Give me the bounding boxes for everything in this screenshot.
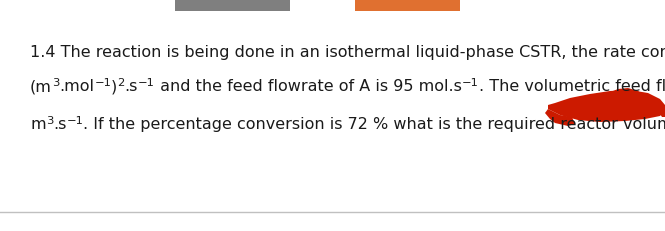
Bar xyxy=(175,0,290,11)
Text: and the feed flowrate of A is 95 mol.s: and the feed flowrate of A is 95 mol.s xyxy=(155,79,462,94)
Polygon shape xyxy=(658,106,665,117)
Text: . The volumetric feed flowrate is 15: . The volumetric feed flowrate is 15 xyxy=(479,79,665,94)
Polygon shape xyxy=(608,88,645,106)
Text: ): ) xyxy=(111,79,118,94)
Text: −1: −1 xyxy=(94,78,111,88)
Text: m: m xyxy=(30,117,46,132)
Text: 1.4 The reaction is being done in an isothermal liquid-phase CSTR, the rate cons: 1.4 The reaction is being done in an iso… xyxy=(30,46,665,61)
Polygon shape xyxy=(548,90,665,122)
Text: 3: 3 xyxy=(52,78,59,88)
Text: (m: (m xyxy=(30,79,52,94)
Text: 2: 2 xyxy=(118,78,124,88)
Text: −1: −1 xyxy=(462,78,479,88)
Polygon shape xyxy=(545,109,575,126)
Text: 3: 3 xyxy=(46,116,53,126)
Bar xyxy=(355,0,460,11)
Text: −1: −1 xyxy=(66,116,83,126)
Text: .s: .s xyxy=(124,79,138,94)
Text: −1: −1 xyxy=(138,78,155,88)
Text: . If the percentage conversion is 72 % what is the required reactor volume?   (: . If the percentage conversion is 72 % w… xyxy=(83,117,665,132)
Text: .mol: .mol xyxy=(59,79,94,94)
Text: .s: .s xyxy=(53,117,66,132)
